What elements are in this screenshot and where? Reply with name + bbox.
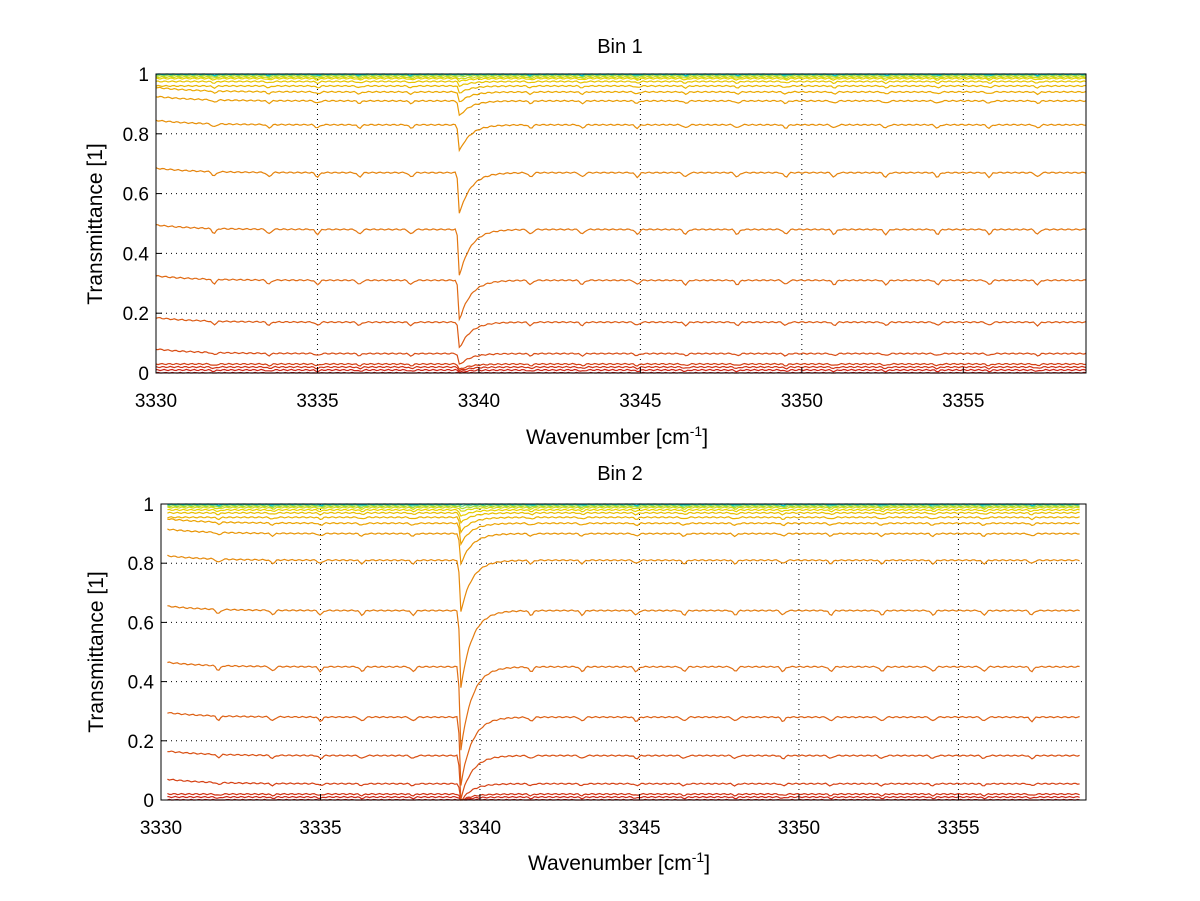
series-line bbox=[167, 554, 1080, 612]
series-line bbox=[167, 661, 1080, 751]
y-tick-label: 0.2 bbox=[123, 304, 149, 325]
plot-frame bbox=[160, 503, 1087, 801]
series-line bbox=[167, 711, 1080, 786]
series-line bbox=[167, 511, 1080, 525]
chart-title: Bin 2 bbox=[597, 463, 643, 485]
series-line bbox=[155, 86, 1087, 103]
series-line bbox=[167, 508, 1080, 517]
chart-panel-bin-2: Bin 2 3330 3335 3340 3345 3350 3355 0 0.2 0.4 0.… bbox=[85, 463, 1087, 875]
x-tick-label: 3345 bbox=[619, 391, 661, 412]
chart-title: Bin 1 bbox=[597, 36, 643, 58]
series-line bbox=[167, 792, 1080, 801]
x-tick-label: 3335 bbox=[299, 818, 341, 839]
series-line bbox=[155, 167, 1087, 214]
series-line bbox=[155, 77, 1087, 83]
series-line bbox=[155, 95, 1087, 117]
x-axis-label: Wavenumber [cm-1] bbox=[526, 423, 708, 449]
series-line bbox=[155, 365, 1087, 372]
y-tick-label: 0 bbox=[138, 364, 149, 385]
series-line bbox=[167, 504, 1080, 510]
series-line bbox=[155, 368, 1087, 374]
x-tick-label: 3350 bbox=[781, 391, 823, 412]
series-line bbox=[167, 518, 1080, 547]
y-tick-label: 0.6 bbox=[123, 185, 149, 206]
x-tick-label: 3335 bbox=[296, 391, 338, 412]
series-line bbox=[167, 750, 1080, 800]
y-tick-label: 1 bbox=[138, 65, 149, 86]
y-tick-labels: 0 0.2 0.4 0.6 0.8 1 bbox=[123, 65, 162, 385]
series-line bbox=[155, 316, 1087, 349]
y-tick-labels: 0 0.2 0.4 0.6 0.8 1 bbox=[128, 495, 167, 812]
x-tick-label: 3330 bbox=[140, 818, 182, 839]
y-tick-label: 0.4 bbox=[123, 244, 150, 265]
chart-panel-bin-1: Bin 1 3330 3335 3340 3345 3350 3355 0 0.2 0.4 0.… bbox=[84, 36, 1087, 449]
series-line bbox=[155, 274, 1087, 322]
series-line bbox=[167, 778, 1080, 801]
series-group bbox=[155, 73, 1087, 374]
x-tick-label: 3350 bbox=[778, 818, 820, 839]
series-line bbox=[155, 348, 1087, 365]
x-tick-label: 3340 bbox=[458, 391, 500, 412]
x-tick-label: 3345 bbox=[618, 818, 660, 839]
series-line bbox=[167, 515, 1080, 535]
series-line bbox=[155, 80, 1087, 88]
x-axis-label: Wavenumber [cm-1] bbox=[528, 849, 710, 875]
series-line bbox=[155, 75, 1087, 80]
y-tick-label: 0.8 bbox=[128, 554, 154, 575]
x-tick-label: 3340 bbox=[459, 818, 501, 839]
y-tick-label: 0 bbox=[143, 791, 154, 812]
grid bbox=[155, 73, 1086, 374]
y-tick-label: 0.8 bbox=[123, 125, 149, 146]
y-axis-label: Transmittance [1] bbox=[85, 571, 108, 732]
plot-frame bbox=[155, 73, 1087, 374]
series-line bbox=[155, 119, 1086, 153]
series-line bbox=[155, 84, 1087, 94]
series-line bbox=[155, 362, 1087, 370]
series-group bbox=[167, 503, 1080, 801]
x-tick-labels: 3330 3335 3340 3345 3350 3355 bbox=[140, 794, 980, 839]
x-tick-label: 3330 bbox=[135, 391, 177, 412]
x-tick-label: 3355 bbox=[942, 391, 984, 412]
x-tick-labels: 3330 3335 3340 3345 3350 3355 bbox=[135, 367, 984, 412]
series-line bbox=[155, 224, 1087, 276]
series-line bbox=[167, 528, 1080, 567]
y-tick-label: 0.4 bbox=[128, 673, 155, 694]
series-line bbox=[167, 605, 1080, 688]
x-tick-label: 3355 bbox=[937, 818, 979, 839]
y-tick-label: 0.2 bbox=[128, 732, 154, 753]
series-line bbox=[167, 795, 1080, 801]
y-tick-label: 0.6 bbox=[128, 613, 154, 634]
y-axis-label: Transmittance [1] bbox=[84, 143, 107, 304]
y-tick-label: 1 bbox=[143, 495, 154, 516]
series-line bbox=[167, 506, 1080, 512]
